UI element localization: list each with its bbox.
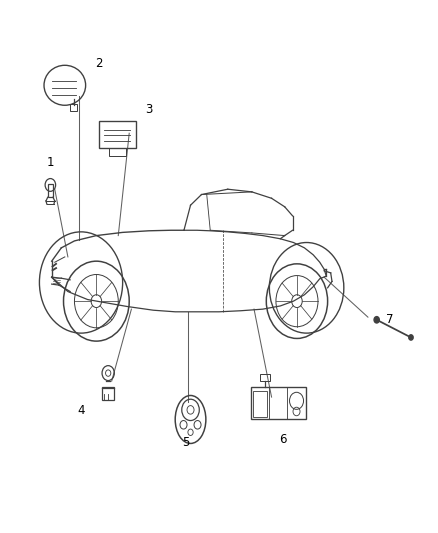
Bar	[260, 374, 270, 381]
Text: 2: 2	[95, 58, 102, 70]
Text: 5: 5	[183, 436, 190, 449]
Bar	[251, 387, 306, 419]
Bar	[109, 148, 126, 156]
Text: 1: 1	[46, 156, 54, 169]
Bar	[48, 184, 53, 197]
Bar	[253, 391, 267, 417]
Bar	[102, 387, 114, 400]
Circle shape	[374, 317, 379, 323]
Text: 7: 7	[386, 313, 394, 326]
Text: 4: 4	[77, 404, 85, 417]
Text: 3: 3	[145, 103, 152, 116]
Bar	[70, 104, 77, 111]
Circle shape	[409, 335, 413, 340]
Bar	[99, 121, 136, 148]
Text: 6: 6	[279, 433, 286, 446]
